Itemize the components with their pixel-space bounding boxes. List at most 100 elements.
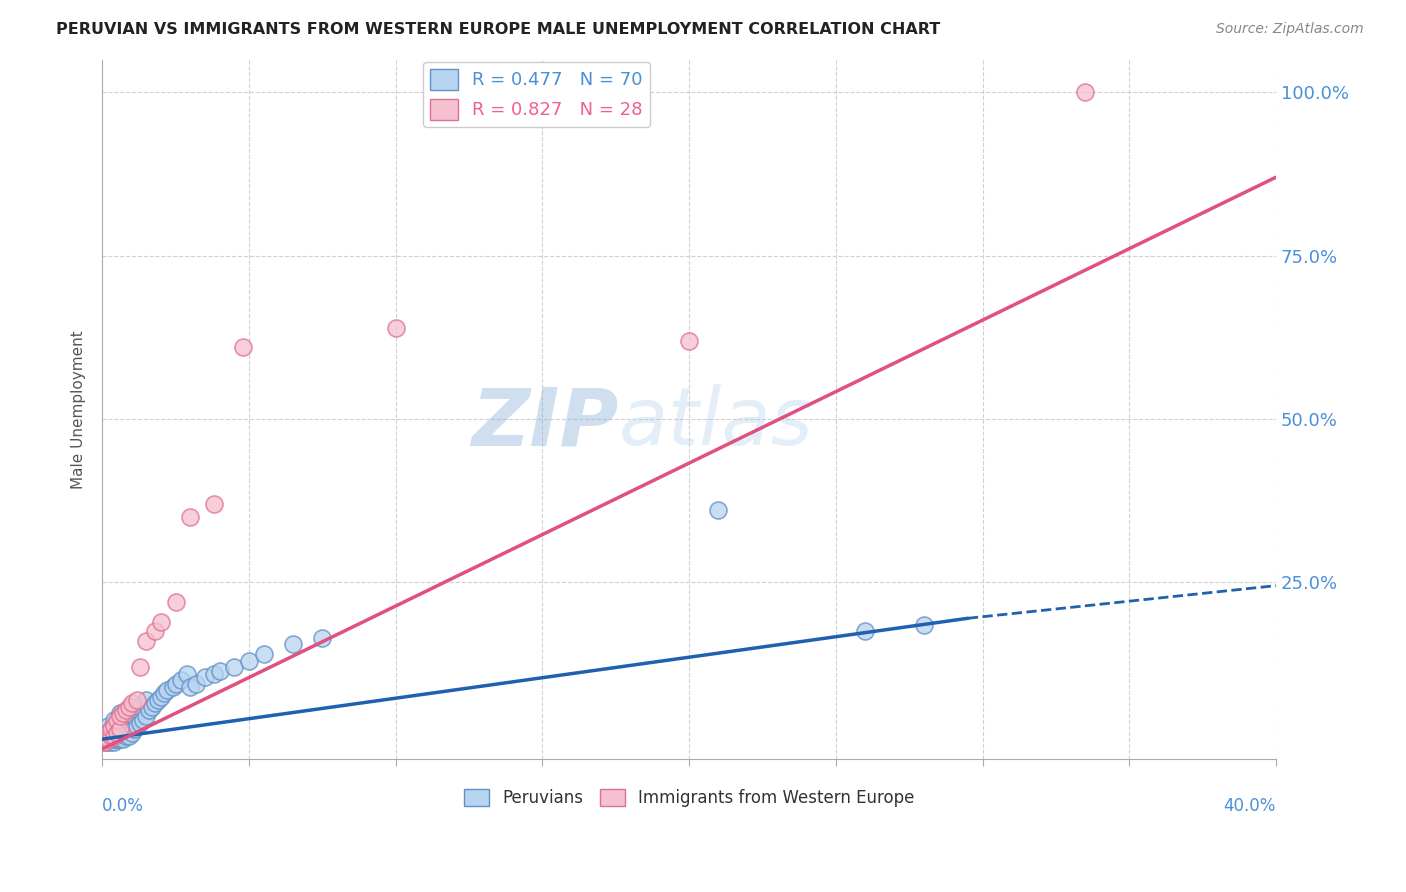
Point [105, 729, 128, 743]
Point [97, 735, 120, 749]
Text: atlas: atlas [619, 384, 814, 462]
Point [100, 735, 122, 749]
Point [202, 666, 225, 681]
Point [108, 709, 131, 723]
Point [94, 732, 117, 747]
Point [103, 713, 125, 727]
Point [103, 732, 125, 747]
Point [912, 617, 935, 632]
Point [117, 729, 139, 743]
Point [165, 595, 187, 609]
Point [176, 666, 198, 681]
Point [127, 719, 149, 733]
Point [105, 715, 128, 730]
Point [94, 735, 117, 749]
Point [232, 340, 254, 354]
Point [121, 713, 143, 727]
Point [108, 732, 131, 747]
Point [184, 676, 207, 690]
Point [117, 715, 139, 730]
Point [105, 713, 128, 727]
Point [678, 334, 700, 348]
Point [165, 676, 187, 690]
Point [170, 673, 193, 688]
Point [94, 735, 117, 749]
Point [121, 725, 143, 739]
Point [129, 699, 152, 714]
Point [1074, 85, 1097, 99]
Point [238, 654, 260, 668]
Point [179, 510, 201, 524]
Point [105, 725, 128, 739]
Point [111, 732, 134, 747]
Point [114, 729, 136, 743]
Point [94, 725, 117, 739]
Point [224, 660, 246, 674]
Y-axis label: Male Unemployment: Male Unemployment [72, 330, 86, 489]
Point [179, 680, 201, 694]
Point [111, 713, 134, 727]
Point [146, 693, 169, 707]
Legend: R = 0.477   N = 70, R = 0.827   N = 28: R = 0.477 N = 70, R = 0.827 N = 28 [423, 62, 650, 127]
Text: 0.0%: 0.0% [103, 797, 143, 815]
Point [103, 719, 125, 733]
Point [138, 703, 160, 717]
Point [149, 690, 172, 704]
Point [97, 725, 120, 739]
Point [103, 729, 125, 743]
Point [124, 723, 146, 737]
Point [384, 320, 406, 334]
Point [162, 680, 184, 694]
Point [132, 713, 155, 727]
Point [135, 634, 157, 648]
Point [100, 729, 122, 743]
Point [311, 631, 333, 645]
Point [208, 664, 231, 678]
Point [97, 725, 120, 739]
Point [111, 706, 134, 720]
Point [127, 693, 149, 707]
Point [100, 729, 122, 743]
Point [94, 729, 117, 743]
Point [127, 703, 149, 717]
Point [100, 723, 122, 737]
Point [108, 723, 131, 737]
Point [153, 686, 176, 700]
Point [124, 709, 146, 723]
Point [108, 706, 131, 720]
Point [141, 699, 163, 714]
Point [135, 709, 157, 723]
Text: PERUVIAN VS IMMIGRANTS FROM WESTERN EUROPE MALE UNEMPLOYMENT CORRELATION CHART: PERUVIAN VS IMMIGRANTS FROM WESTERN EURO… [56, 22, 941, 37]
Point [252, 647, 274, 661]
Point [853, 624, 876, 639]
Point [143, 696, 166, 710]
Point [108, 725, 131, 739]
Point [194, 670, 217, 684]
Point [129, 715, 152, 730]
Point [100, 723, 122, 737]
Point [105, 723, 128, 737]
Point [149, 615, 172, 629]
Text: Source: ZipAtlas.com: Source: ZipAtlas.com [1216, 22, 1364, 37]
Point [103, 735, 125, 749]
Point [121, 699, 143, 714]
Point [135, 693, 157, 707]
Point [97, 719, 120, 733]
Point [114, 719, 136, 733]
Point [97, 732, 120, 747]
Text: 40.0%: 40.0% [1223, 797, 1277, 815]
Point [143, 624, 166, 639]
Point [121, 696, 143, 710]
Point [114, 706, 136, 720]
Point [103, 725, 125, 739]
Text: ZIP: ZIP [471, 384, 619, 462]
Point [281, 637, 304, 651]
Point [100, 725, 122, 739]
Point [707, 503, 730, 517]
Point [108, 719, 131, 733]
Point [156, 683, 179, 698]
Point [97, 732, 120, 747]
Point [111, 723, 134, 737]
Point [114, 703, 136, 717]
Point [97, 729, 120, 743]
